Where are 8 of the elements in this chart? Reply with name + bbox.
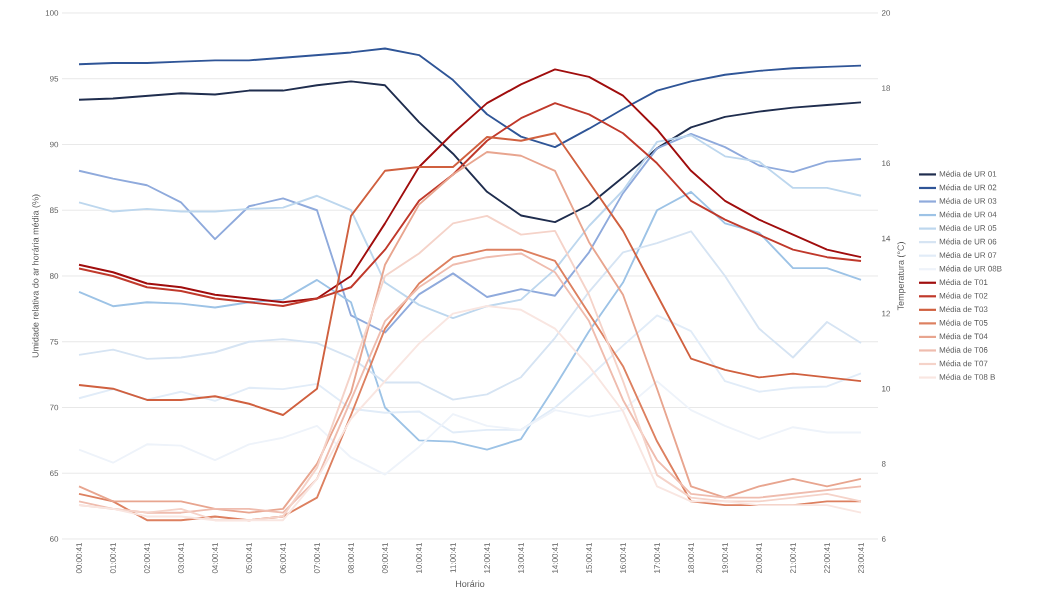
line-series: [78, 190, 862, 451]
x-axis-title: Horário: [456, 580, 485, 588]
line-series: [78, 380, 862, 476]
y-axis-title: Umidade relativa do ar horária média (%): [31, 194, 41, 358]
y2-axis-title: Temperatura (°C): [897, 242, 906, 311]
line-series: [78, 230, 862, 401]
line-series: [78, 314, 862, 434]
line-series: [78, 68, 862, 304]
